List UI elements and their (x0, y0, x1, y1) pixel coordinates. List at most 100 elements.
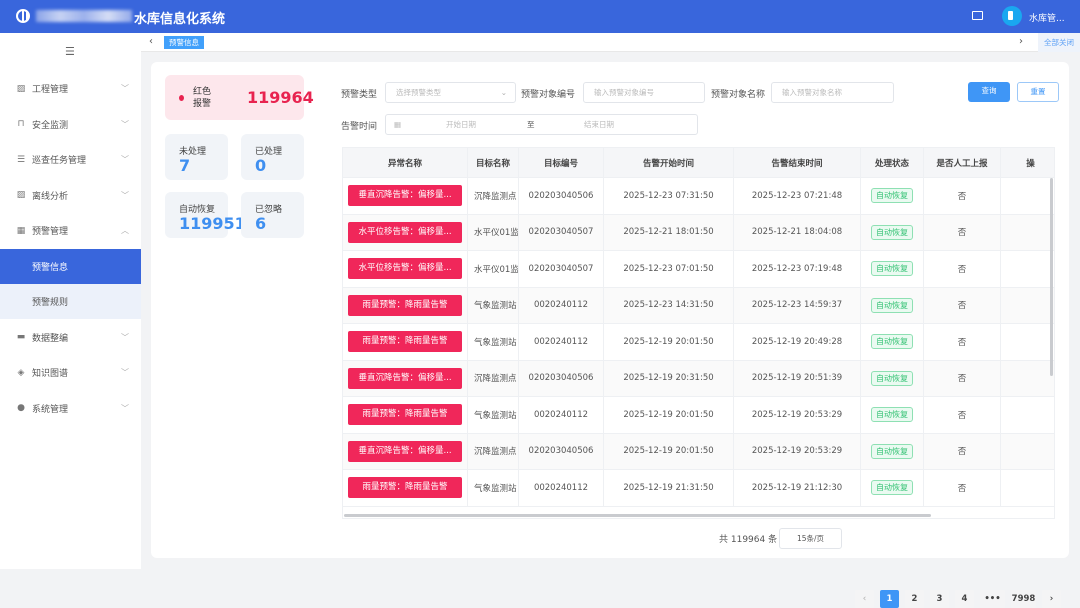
cell-text: 否 (957, 483, 967, 494)
table-row[interactable]: 水平位移告警：偏移量... 水平仪01监 020203040507 2025-12-2… (343, 251, 1054, 288)
cell-text: 气象监测站 (474, 301, 517, 312)
table-row[interactable]: 雨量预警：降雨量告警 气象监测站 0020240112 2025-12-19 20:0… (343, 324, 1054, 361)
vertical-scrollbar[interactable] (1050, 178, 1053, 376)
tab-scroll-left-icon[interactable]: ‹ (149, 36, 153, 47)
avatar[interactable] (1002, 6, 1022, 26)
page-button[interactable]: 2 (905, 590, 924, 608)
column-header[interactable]: 处理状态 (861, 148, 924, 177)
column-header[interactable]: 异常名称 (343, 148, 468, 177)
table-row[interactable]: 垂直沉降告警：偏移量... 沉降监测点 020203040506 2025-12-23… (343, 178, 1054, 215)
page-size-select[interactable]: 15条/页 (779, 528, 842, 549)
sidebar-item[interactable]: ▬ 数据整编 ﹀ (0, 320, 141, 355)
column-header[interactable]: 告警结束时间 (734, 148, 861, 177)
table-row[interactable]: 垂直沉降告警：偏移量... 沉降监测点 020203040506 2025-12-19… (343, 433, 1054, 470)
alarm-name-tag[interactable]: 水平位移告警：偏移量... (348, 221, 462, 243)
cell-text: 气象监测站 (474, 483, 517, 494)
range-separator: 至 (527, 120, 535, 129)
column-header[interactable]: 告警开始时间 (604, 148, 734, 177)
cell-text: 否 (957, 301, 967, 312)
prev-page-icon[interactable]: ‹ (855, 590, 874, 608)
end-date[interactable]: 结束日期 (584, 120, 614, 129)
chevron-down-icon: ﹀ (121, 155, 129, 164)
alarm-name-tag[interactable]: 垂直沉降告警：偏移量... (348, 367, 462, 389)
alarm-name-tag[interactable]: 雨量预警：降雨量告警 (348, 294, 462, 316)
table-cell: 2025-12-23 07:01:50 (604, 251, 734, 287)
table-cell: 自动恢复 (861, 178, 924, 214)
table-row[interactable]: 雨量预警：降雨量告警 气象监测站 0020240112 2025-12-19 21:3… (343, 470, 1054, 507)
table-row[interactable]: 垂直沉降告警：偏移量... 沉降监测点 020203040506 2025-12-19… (343, 360, 1054, 397)
cell-text: 否 (957, 264, 967, 275)
table-cell: 2025-12-19 20:01:50 (604, 324, 734, 360)
menu-collapse-icon[interactable]: ☰ (65, 45, 75, 58)
name-input[interactable]: 输入预警对象名称 (771, 82, 894, 103)
page-button[interactable]: 7998 (1011, 590, 1036, 608)
column-header[interactable]: 目标编号 (519, 148, 604, 177)
next-page-icon[interactable]: › (1042, 590, 1061, 608)
column-header[interactable]: 是否人工上报 (924, 148, 1001, 177)
page-button[interactable]: ••• (980, 590, 1005, 608)
cell-text: 2025-12-23 14:59:37 (751, 300, 843, 311)
date-range-input[interactable]: ▦ 开始日期 至 结束日期 (385, 114, 698, 135)
table-row[interactable]: 雨量预警：降雨量告警 气象监测站 0020240112 2025-12-23 14:3… (343, 287, 1054, 324)
column-header[interactable]: 操 (1001, 148, 1054, 177)
user-name[interactable]: 水库管... (1029, 14, 1065, 24)
name-label: 预警对象名称 (711, 90, 766, 100)
tab-bar: ‹ 预警信息 › 全部关闭 (141, 33, 1080, 52)
horizontal-scrollbar[interactable] (344, 514, 931, 517)
table-cell: 2025-12-21 18:01:50 (604, 214, 734, 250)
page-button[interactable]: 3 (930, 590, 949, 608)
sidebar-item[interactable]: ⊓ 安全监测 ﹀ (0, 107, 141, 142)
alarm-name-tag[interactable]: 水平位移告警：偏移量... (348, 258, 462, 280)
sidebar-item[interactable]: ▨ 离线分析 ﹀ (0, 178, 141, 213)
table-cell: 否 (924, 287, 1001, 323)
table-cell: 气象监测站 (468, 287, 519, 323)
table-cell: 雨量预警：降雨量告警 (343, 287, 468, 323)
handled-stat[interactable]: 已处理 0 (241, 134, 304, 180)
cell-text: 水平仪01监 (474, 264, 519, 275)
alarm-name-tag[interactable]: 垂直沉降告警：偏移量... (348, 185, 462, 207)
sidebar-item[interactable]: ▨ 工程管理 ﹀ (0, 71, 141, 106)
alarm-name-tag[interactable]: 雨量预警：降雨量告警 (348, 331, 462, 353)
table-cell: 2025-12-19 20:01:50 (604, 397, 734, 433)
table-row[interactable]: 水平位移告警：偏移量... 水平仪01监 020203040507 2025-12-2… (343, 214, 1054, 251)
alarm-name-tag[interactable]: 雨量预警：降雨量告警 (348, 477, 462, 499)
chart-icon: ▨ (16, 190, 26, 200)
sidebar-item[interactable]: ▦ 预警管理 ︿ (0, 213, 141, 248)
alarm-name-tag[interactable]: 垂直沉降告警：偏移量... (348, 440, 462, 462)
code-input[interactable]: 输入预警对象编号 (583, 82, 705, 103)
cell-text: 2025-12-23 14:31:50 (623, 300, 714, 311)
table-cell (1001, 215, 1054, 251)
alarm-name-tag[interactable]: 雨量预警：降雨量告警 (348, 404, 462, 426)
cell-text: 2025-12-21 18:01:50 (623, 227, 714, 238)
cell-text: 020203040506 (528, 446, 594, 457)
sidebar-item[interactable]: 预警规则 (0, 284, 141, 319)
sidebar-item[interactable]: ◈ 知识图谱 ﹀ (0, 355, 141, 390)
table-row[interactable]: 雨量预警：降雨量告警 气象监测站 0020240112 2025-12-19 20:0… (343, 397, 1054, 434)
query-button[interactable]: 查询 (968, 82, 1010, 102)
cell-text: 否 (957, 447, 967, 458)
sidebar-item[interactable]: 预警信息 (0, 248, 141, 284)
monitor-icon[interactable] (972, 11, 983, 20)
status-badge: 自动恢复 (871, 407, 913, 423)
sidebar-item[interactable]: ☰ 巡查任务管理 ﹀ (0, 142, 141, 177)
auto-recovered-stat[interactable]: 自动恢复 119951 (165, 192, 246, 238)
tab-scroll-right-icon[interactable]: › (1019, 36, 1023, 47)
chevron-down-icon: ﹀ (121, 403, 129, 413)
unhandled-stat[interactable]: 未处理 7 (165, 134, 228, 180)
type-select[interactable]: 选择预警类型 ⌄ (385, 82, 516, 103)
table-cell: 雨量预警：降雨量告警 (343, 324, 468, 360)
warning-table: 异常名称 目标名称 目标编号 告警开始时间 告警结束时间 处理状态 是否人工上报操垂直沉降告… (342, 147, 1055, 519)
sidebar-item[interactable]: ● 系统管理 ﹀ (0, 391, 141, 426)
chevron-up-icon: ︿ (121, 226, 129, 235)
table-cell: 否 (924, 433, 1001, 469)
start-date[interactable]: 开始日期 (446, 120, 476, 129)
page-button[interactable]: 1 (880, 590, 899, 608)
reset-button[interactable]: 重置 (1017, 82, 1059, 102)
tab-warning-info[interactable]: 预警信息 (164, 36, 204, 49)
table-cell: 2025-12-19 21:12:30 (734, 470, 861, 506)
close-all-tabs-button[interactable]: 全部关闭 (1038, 33, 1080, 52)
column-header[interactable]: 目标名称 (468, 148, 519, 177)
ignored-stat[interactable]: 已忽略 6 (241, 192, 304, 238)
page-button[interactable]: 4 (955, 590, 974, 608)
red-dot-icon (179, 95, 184, 101)
